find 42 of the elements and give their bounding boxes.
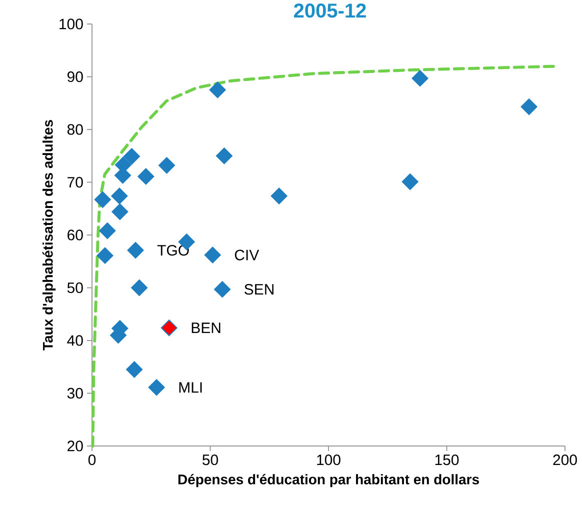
y-tick-label: 40 <box>67 335 83 346</box>
y-axis-title: Taux d'alphabétisation des adultes <box>42 120 56 350</box>
point <box>412 70 428 87</box>
annotation: MLI <box>179 382 202 393</box>
point <box>216 148 232 164</box>
point <box>520 98 538 116</box>
y-tick-label: 70 <box>68 176 83 188</box>
annotation: CIV <box>234 250 260 260</box>
x-tick-label: 200 <box>553 454 577 466</box>
point <box>209 82 226 98</box>
y-tick-label: 90 <box>67 71 83 82</box>
y-tick-label: 100 <box>60 18 83 30</box>
point <box>99 222 116 240</box>
x-axis-title: Dépenses d'éducation par habitant en dollars <box>178 474 479 488</box>
chart-title: 2005-12 <box>294 4 366 18</box>
x-tick-label: 150 <box>435 454 459 466</box>
annotation: SEN <box>244 284 274 295</box>
y-tick-label: 30 <box>67 388 83 399</box>
point <box>204 246 221 264</box>
x-tick-label: 50 <box>202 454 218 466</box>
x-tick-label: 100 <box>317 454 340 466</box>
point <box>112 204 128 220</box>
y-tick-label: 50 <box>67 282 83 294</box>
point <box>131 279 148 296</box>
point <box>123 148 140 165</box>
x-tick-label: 0 <box>88 454 96 466</box>
point <box>402 173 418 190</box>
point <box>126 361 143 378</box>
y-tick-label: 20 <box>68 440 83 452</box>
y-tick-label: 80 <box>67 124 83 135</box>
point <box>94 191 111 208</box>
point <box>111 188 128 204</box>
point <box>96 247 114 264</box>
point <box>160 320 178 336</box>
point <box>270 188 288 204</box>
point <box>158 157 176 174</box>
point <box>138 168 154 185</box>
point <box>148 379 165 396</box>
point <box>214 281 231 298</box>
annotation: BEN <box>192 322 220 333</box>
point <box>127 242 144 259</box>
y-tick-label: 60 <box>68 230 83 240</box>
